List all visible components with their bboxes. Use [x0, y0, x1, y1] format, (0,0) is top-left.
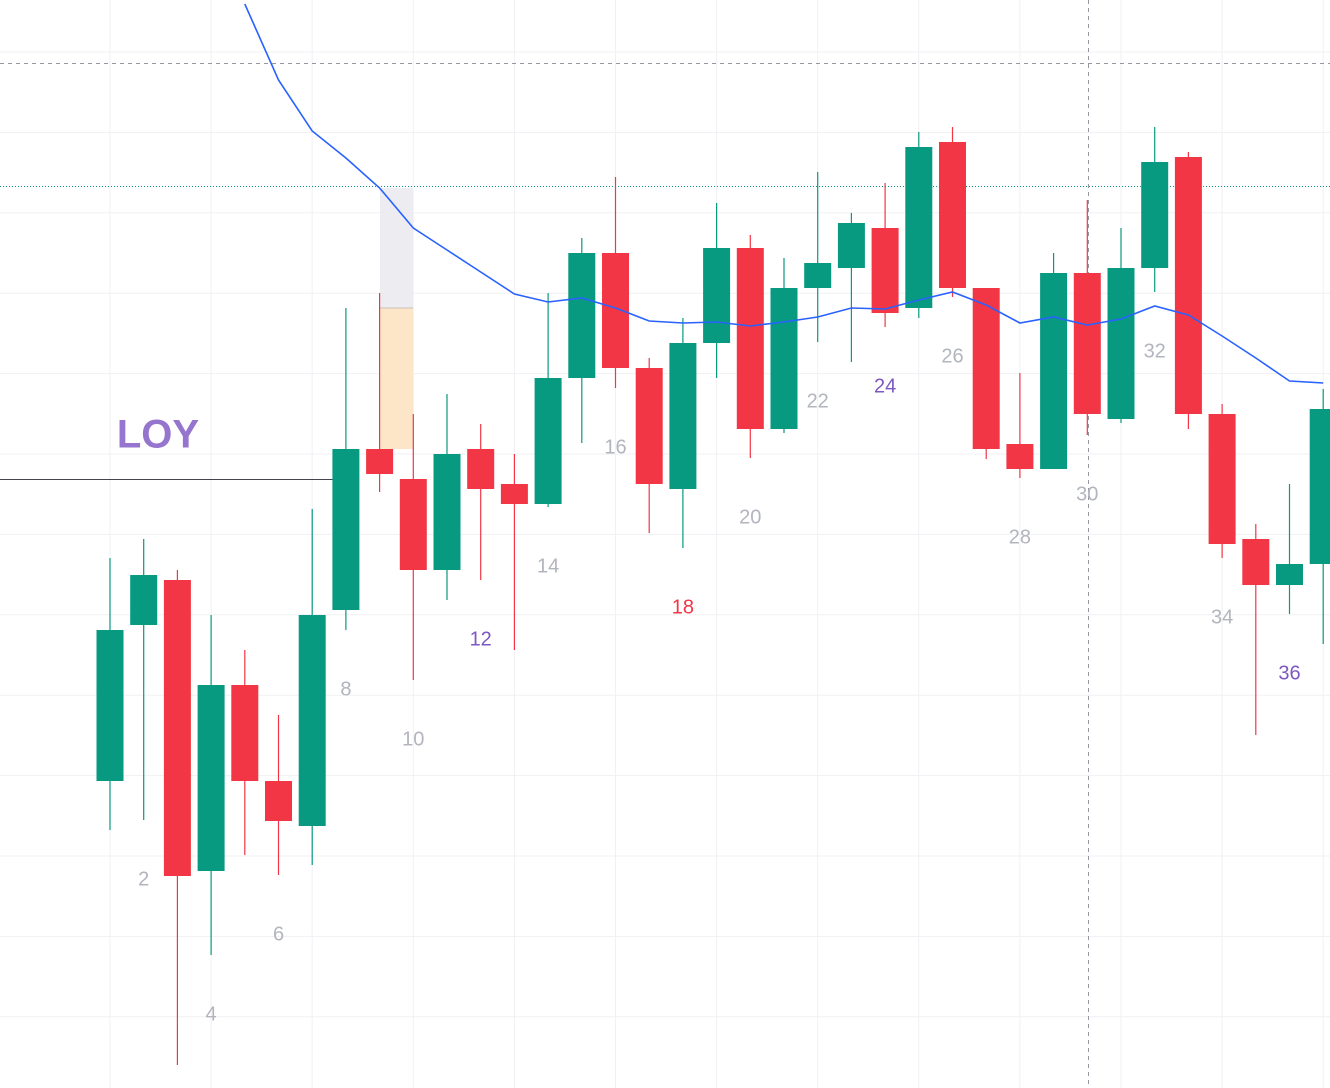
candle-body — [500, 484, 528, 504]
candle-body — [1107, 268, 1135, 419]
candle-body — [197, 685, 225, 871]
candle-body — [1040, 273, 1068, 469]
candle-body — [1208, 414, 1236, 544]
range-box — [380, 308, 413, 449]
candle-body — [1276, 564, 1303, 585]
bar-label: 6 — [273, 923, 284, 945]
candle-body — [736, 248, 764, 429]
candle-body — [332, 449, 360, 610]
bar-label: 32 — [1144, 340, 1166, 362]
candle-body — [602, 253, 629, 368]
candle-body — [1141, 162, 1169, 268]
candle-body — [804, 263, 832, 288]
candle-body — [130, 575, 158, 625]
bar-label: 36 — [1278, 662, 1300, 684]
candle-body — [939, 142, 966, 288]
bar-label: 20 — [739, 506, 761, 528]
bar-label: 8 — [340, 678, 351, 700]
bar-label: 14 — [537, 555, 559, 577]
bar-label: 22 — [807, 390, 829, 412]
bar-label: 24 — [874, 375, 896, 397]
candle-body — [1309, 409, 1330, 564]
candle-body — [1242, 539, 1270, 585]
candle-body — [399, 479, 427, 570]
bar-label: 4 — [206, 1003, 217, 1025]
candle-body — [433, 454, 461, 570]
range-box — [380, 188, 413, 308]
bar-label: 18 — [672, 596, 694, 618]
candle-body — [837, 223, 865, 268]
candle-body — [467, 449, 495, 489]
candle-body — [703, 248, 731, 343]
symbol-label: LOY — [117, 413, 200, 457]
candle-body — [1006, 444, 1034, 469]
candle-body — [1073, 273, 1101, 414]
bar-label: 2 — [138, 868, 149, 890]
candle-body — [163, 580, 191, 876]
candle-body — [770, 288, 798, 429]
candle-body — [905, 147, 933, 308]
moving-average — [244, 3, 1324, 384]
candle-body — [972, 288, 1000, 449]
candle-body — [366, 449, 394, 474]
bar-label: 34 — [1211, 606, 1233, 628]
candle-body — [298, 615, 326, 826]
candle-body — [96, 630, 124, 781]
candle-body — [871, 228, 899, 313]
candle-body — [635, 368, 663, 484]
bar-label: 26 — [941, 345, 963, 367]
candle-body — [231, 685, 259, 781]
bar-label: 10 — [402, 728, 424, 750]
bar-label: 30 — [1076, 483, 1098, 505]
bar-label: 16 — [604, 436, 626, 458]
bar-label: 28 — [1009, 526, 1031, 548]
candle-body — [265, 781, 292, 821]
candle-body — [568, 253, 596, 378]
candle-body — [534, 378, 562, 504]
candle-body — [1174, 157, 1202, 414]
bar-label: 12 — [470, 628, 492, 650]
candle-body — [669, 343, 697, 489]
